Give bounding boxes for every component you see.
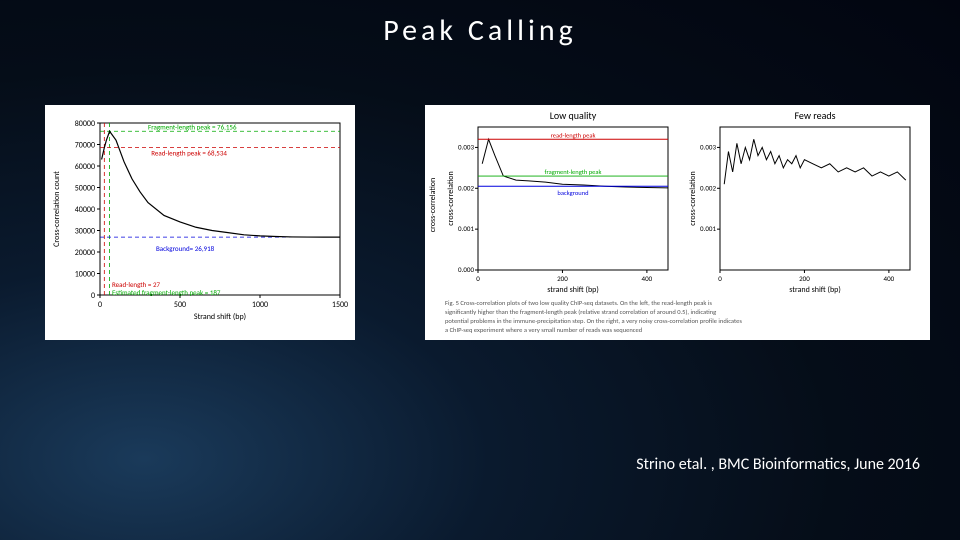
svg-text:1000: 1000 [252, 300, 268, 310]
svg-text:a ChIP-seq experiment where a: a ChIP-seq experiment where a very small… [445, 326, 642, 334]
svg-text:cross-correlation: cross-correlation [446, 171, 456, 225]
svg-text:cross-correlation: cross-correlation [688, 171, 698, 225]
svg-text:fragment-length peak: fragment-length peak [545, 168, 602, 176]
svg-text:0.002: 0.002 [700, 183, 716, 192]
svg-text:Cross-correlation count: Cross-correlation count [52, 171, 62, 247]
svg-text:Read-length peak = 68,534: Read-length peak = 68,534 [151, 149, 227, 158]
svg-text:strand shift (bp): strand shift (bp) [789, 285, 841, 295]
svg-text:cross-correlation: cross-correlation [428, 178, 438, 232]
svg-text:0.003: 0.003 [700, 142, 716, 151]
svg-text:30000: 30000 [75, 227, 95, 237]
slide-title: Peak Calling [0, 12, 960, 49]
svg-text:0: 0 [91, 291, 95, 301]
svg-text:0: 0 [476, 274, 480, 283]
svg-text:0.000: 0.000 [458, 265, 474, 274]
right-quality-charts-panel: cross-correlation Low quality 0.000 0.001 0.… [425, 105, 930, 340]
svg-text:20000: 20000 [75, 248, 95, 258]
svg-text:Fig. 5 Cross-correlation plots: Fig. 5 Cross-correlation plots of two lo… [445, 299, 712, 307]
svg-text:background: background [557, 189, 588, 197]
svg-text:0.001: 0.001 [700, 224, 716, 233]
svg-text:Few reads: Few reads [794, 109, 835, 122]
svg-text:200: 200 [557, 274, 568, 283]
svg-text:significantly higher than the: significantly higher than the fragment-l… [445, 308, 716, 316]
svg-text:60000: 60000 [75, 162, 95, 172]
svg-text:strand shift (bp): strand shift (bp) [547, 285, 599, 295]
svg-text:400: 400 [642, 274, 653, 283]
svg-text:Background= 26,918: Background= 26,918 [156, 244, 215, 253]
svg-text:Fragment-length peak = 76,156: Fragment-length peak = 76,156 [148, 122, 237, 131]
svg-text:Estimated fragment-length peak: Estimated fragment-length peak = 187 [112, 288, 221, 297]
svg-text:400: 400 [884, 274, 895, 283]
svg-text:1500: 1500 [332, 300, 348, 310]
citation-text: Strino etal. , BMC Bioinformatics, June … [636, 455, 920, 474]
svg-text:80000: 80000 [75, 119, 95, 129]
svg-text:Low quality: Low quality [550, 109, 597, 122]
svg-text:0: 0 [98, 300, 102, 310]
svg-text:70000: 70000 [75, 141, 95, 151]
svg-text:40000: 40000 [75, 205, 95, 215]
svg-text:0.003: 0.003 [458, 142, 474, 151]
svg-text:200: 200 [799, 274, 810, 283]
svg-text:50000: 50000 [75, 184, 95, 194]
svg-text:0.001: 0.001 [458, 224, 474, 233]
svg-text:0: 0 [718, 274, 722, 283]
svg-text:read-length peak: read-length peak [551, 131, 596, 139]
svg-text:0.002: 0.002 [458, 183, 474, 192]
svg-text:potential problems in the immu: potential problems in the immune-precipi… [445, 317, 742, 325]
svg-text:Strand shift (bp): Strand shift (bp) [194, 312, 246, 322]
svg-text:10000: 10000 [75, 270, 95, 280]
left-cross-correlation-chart: 0100002000030000400005000060000700008000… [45, 105, 355, 340]
svg-text:500: 500 [174, 300, 186, 310]
